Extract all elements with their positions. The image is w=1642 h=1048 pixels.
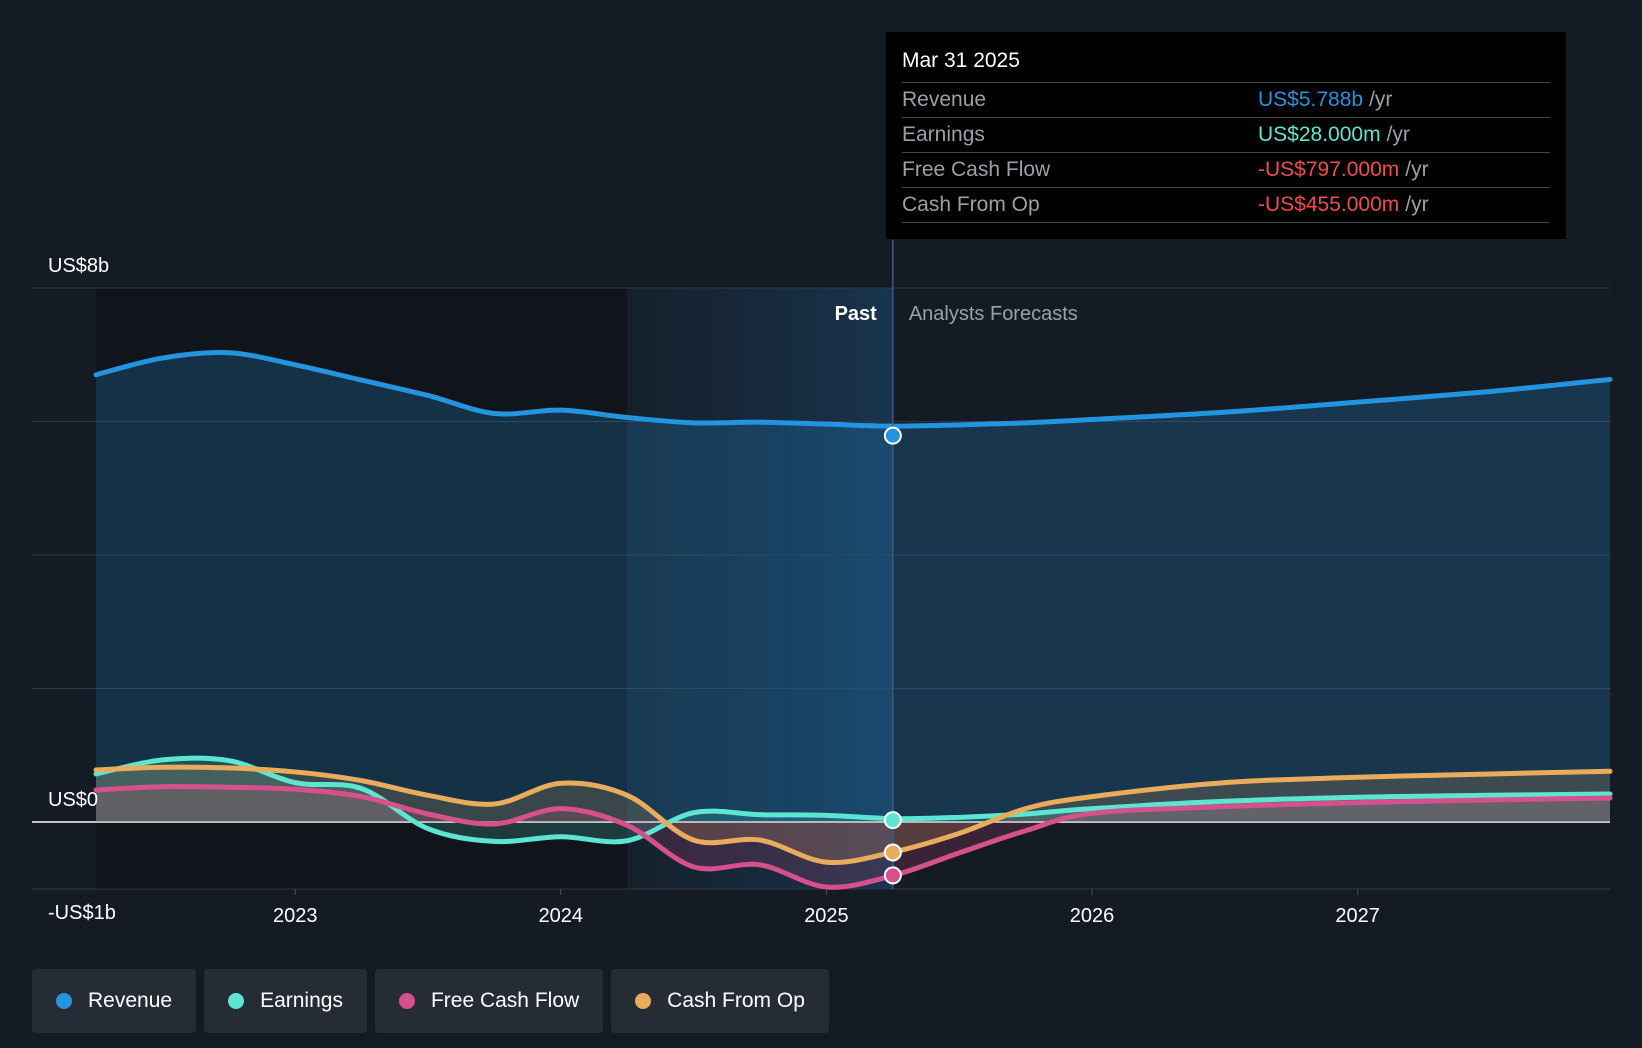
tooltip-value: -US$455.000m: [1258, 193, 1400, 216]
tooltip-value: US$5.788b: [1258, 88, 1364, 111]
cfo-highlight-point: [883, 843, 902, 862]
legend-item-cash-from-op[interactable]: Cash From Op: [611, 969, 829, 1033]
fcf-area: [96, 786, 1610, 888]
fcf-highlight-point: [883, 866, 902, 885]
tooltip-unit: /yr: [1405, 193, 1429, 216]
earnings-highlight-point: [883, 811, 902, 830]
legend-item-revenue[interactable]: Revenue: [32, 969, 197, 1033]
revenue-line: [93, 350, 1613, 429]
tooltip-label: Earnings: [902, 123, 985, 146]
earnings-line: [93, 755, 1613, 845]
tooltip-date: Mar 31 2025: [902, 46, 1550, 83]
highlight-points[interactable]: [883, 426, 902, 885]
y-axis-label: -US$1b: [48, 902, 116, 924]
legend-label: Cash From Op: [667, 989, 805, 1012]
tooltip-value: US$28.000m: [1258, 123, 1381, 146]
x-axis-tick-label: 2027: [1335, 905, 1380, 927]
tooltip-row-cash-from-op: Cash From Op -US$455.000m /yr: [902, 188, 1550, 223]
tooltip-row-earnings: Earnings US$28.000m /yr: [902, 118, 1550, 153]
tooltip: Mar 31 2025 Revenue US$5.788b /yr Earnin…: [886, 32, 1566, 239]
legend-item-free-cash-flow[interactable]: Free Cash Flow: [374, 969, 604, 1033]
cash-from-op-dot-icon: [635, 993, 652, 1009]
tooltip-value: -US$797.000m: [1258, 158, 1400, 181]
y-axis-labels: US$8b US$0 -US$1b: [48, 255, 116, 924]
tooltip-unit: /yr: [1369, 88, 1393, 111]
earnings-dot-icon: [228, 993, 245, 1009]
earnings-area: [96, 758, 1610, 842]
x-axis-tick-label: 2026: [1070, 905, 1115, 927]
revenue-dot-icon: [56, 993, 72, 1009]
free-cash-flow-dot-icon: [398, 993, 415, 1009]
revenue-area: [96, 352, 1610, 822]
tooltip-unit: /yr: [1386, 123, 1410, 146]
tooltip-row-free-cash-flow: Free Cash Flow -US$797.000m /yr: [902, 153, 1550, 188]
cfo-area: [96, 767, 1610, 863]
tooltip-label: Cash From Op: [902, 193, 1040, 216]
x-axis-ticks: 2023 2024 2025 2026 2027: [273, 889, 1380, 927]
x-axis-tick-label: 2025: [804, 905, 849, 927]
past-highlight-band: [627, 288, 893, 889]
past-label: Past: [835, 303, 878, 325]
legend: Revenue Earnings Free Cash Flow Cash Fro…: [32, 969, 829, 1033]
y-axis-label: US$8b: [48, 255, 109, 277]
tooltip-unit: /yr: [1405, 158, 1429, 181]
tooltip-row-revenue: Revenue US$5.788b /yr: [902, 83, 1550, 118]
chart: Past Analysts Forecasts US$8bUS$0-US$1b …: [32, 240, 1613, 927]
cfo-line: [93, 764, 1613, 866]
series-lines: [93, 350, 1613, 890]
tooltip-label: Free Cash Flow: [902, 158, 1051, 181]
legend-label: Free Cash Flow: [430, 989, 580, 1012]
forecast-label: Analysts Forecasts: [909, 303, 1078, 325]
series-areas: [96, 352, 1610, 888]
x-axis-tick-label: 2023: [273, 905, 318, 927]
legend-label: Revenue: [88, 989, 173, 1012]
revenue-highlight-point: [883, 426, 902, 445]
y-axis-label: US$0: [48, 789, 98, 811]
tooltip-label: Revenue: [902, 88, 987, 111]
x-axis-tick-label: 2024: [539, 905, 584, 927]
legend-item-earnings[interactable]: Earnings: [204, 969, 367, 1033]
fcf-line: [93, 783, 1613, 890]
legend-label: Earnings: [260, 989, 343, 1012]
